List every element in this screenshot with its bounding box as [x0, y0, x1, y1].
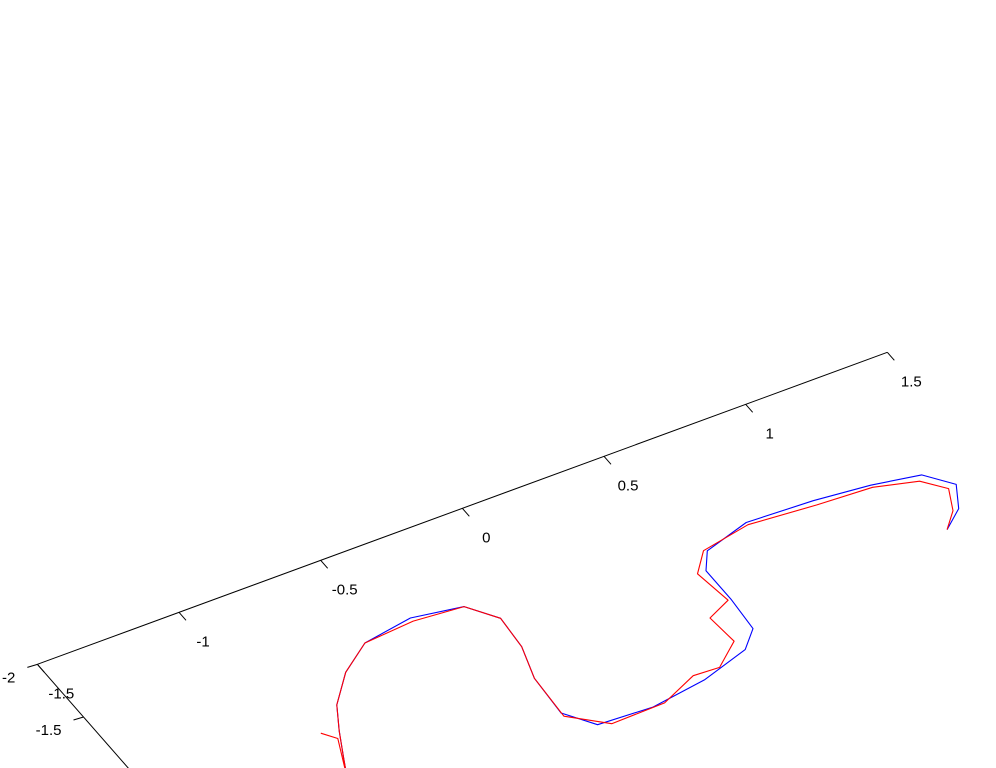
- y-tick-label: -2: [2, 669, 15, 686]
- x-tick-mark: [603, 456, 612, 465]
- x-tick-label: 1: [765, 425, 773, 442]
- axes: -1.5-1-0.500.511.5-2-1.5-1-0.500.51-1-0.…: [2, 351, 922, 768]
- x-tick-mark: [320, 560, 329, 569]
- x-tick-mark: [178, 612, 187, 621]
- x-tick-label: 0: [482, 529, 490, 546]
- x-tick-mark: [886, 352, 895, 361]
- x-tick-label: -1: [196, 633, 209, 650]
- series-group: [320, 474, 960, 768]
- x-tick-label: -0.5: [332, 581, 358, 598]
- x-tick-label: -1.5: [48, 685, 74, 702]
- x-tick-label: 0.5: [618, 477, 639, 494]
- x-tick-mark: [745, 404, 754, 413]
- x-tick-mark: [36, 664, 45, 673]
- y-tick-mark: [73, 716, 84, 721]
- series-line-2: [320, 480, 954, 768]
- x-tick-label: 1.5: [901, 373, 922, 390]
- x-tick-mark: [461, 508, 470, 517]
- y-tick-mark: [27, 663, 38, 668]
- y-tick-label: -1.5: [36, 722, 62, 739]
- y-axis-line: [36, 664, 129, 768]
- series-line-1: [336, 474, 960, 768]
